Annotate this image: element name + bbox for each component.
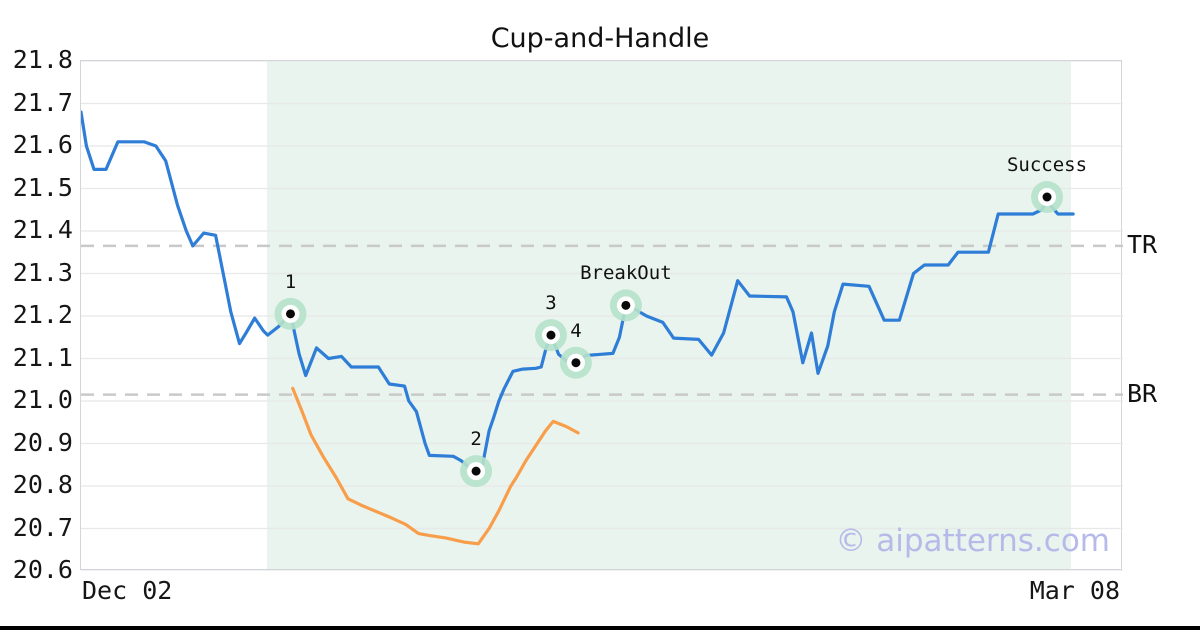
plot-area: 1 2 3 4 BreakOut Success — [80, 60, 1123, 571]
x-tick-start: Dec 02 — [82, 576, 173, 605]
y-tick-21.8: 21.8 — [12, 45, 73, 74]
cup-guide-line — [291, 386, 580, 546]
level-label-tr: TR — [1127, 229, 1158, 259]
annotation-label-3: 3 — [545, 292, 557, 315]
watermark: © aipatterns.com — [835, 523, 1110, 559]
y-tick-21.5: 21.5 — [12, 172, 73, 202]
y-tick-20.7: 20.7 — [12, 512, 73, 542]
x-tick-end: Mar 08 — [1029, 576, 1120, 605]
y-tick-21.6: 21.6 — [12, 130, 73, 159]
y-tick-20.6: 20.6 — [12, 555, 73, 584]
y-tick-21.7: 21.7 — [12, 87, 73, 117]
y-tick-21.3: 21.3 — [12, 257, 73, 287]
marker-dot-4 — [571, 358, 581, 368]
level-label-br: BR — [1127, 378, 1158, 408]
marker-dot-3 — [546, 330, 556, 340]
y-tick-20.9: 20.9 — [12, 427, 73, 457]
bottom-accent-bar — [0, 626, 1200, 630]
annotation-label-1: 1 — [284, 271, 297, 294]
marker-dot-breakout — [621, 300, 631, 310]
y-tick-21.0: 21.0 — [12, 385, 73, 414]
price-line — [81, 110, 1075, 473]
y-tick-20.8: 20.8 — [12, 470, 73, 499]
annotation-label-breakout: BreakOut — [580, 262, 672, 285]
y-tick-21.1: 21.1 — [12, 342, 73, 372]
y-tick-21.4: 21.4 — [12, 215, 73, 244]
marker-dot-success — [1042, 192, 1052, 202]
chart-svg — [81, 61, 1123, 571]
y-tick-21.2: 21.2 — [12, 300, 73, 329]
annotation-label-2: 2 — [470, 428, 482, 451]
annotation-label-success: Success — [1006, 154, 1088, 177]
annotation-label-4: 4 — [570, 319, 582, 342]
marker-dot-1 — [285, 309, 295, 319]
marker-dot-2 — [471, 466, 481, 476]
chart-title: Cup-and-Handle — [490, 23, 710, 54]
